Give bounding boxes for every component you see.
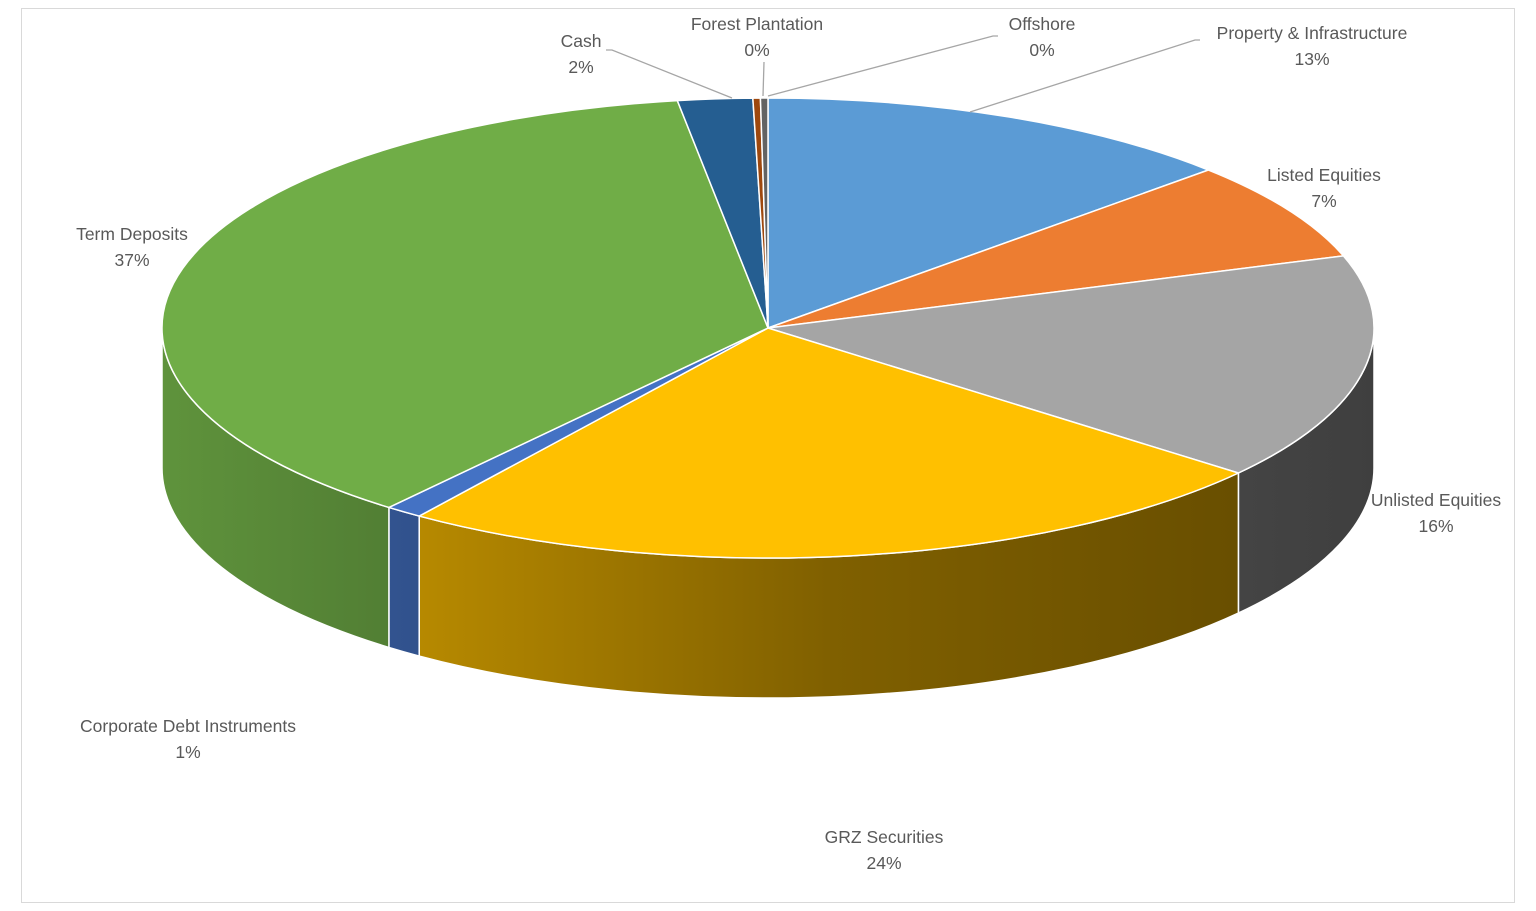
pie-slice-offshore (759, 97, 769, 329)
data-label-property-and-infrastructure: Property & Infrastructure 13% (1217, 20, 1408, 72)
data-label-value: 2% (568, 57, 594, 77)
pie-side-corporate-debt-instruments (388, 506, 420, 658)
data-label-value: 1% (175, 742, 201, 762)
data-label-name: GRZ Securities (824, 827, 944, 847)
data-label-name: Property & Infrastructure (1216, 23, 1408, 43)
pie-slice-term-deposits (161, 99, 769, 509)
data-label-term-deposits: Term Deposits 37% (76, 221, 188, 273)
pie-slice-listed-equities (767, 169, 1345, 329)
data-label-unlisted-equities: Unlisted Equities 16% (1371, 487, 1501, 539)
data-label-value: 16% (1418, 516, 1454, 536)
data-label-value: 0% (1029, 40, 1055, 60)
leader-lines (606, 35, 1200, 113)
leader-line-offshore (767, 35, 998, 97)
leader-line-property-and-infrastructure (969, 39, 1200, 113)
data-label-grz-securities: GRZ Securities 24% (825, 824, 944, 876)
data-label-name: Offshore (1008, 14, 1076, 34)
data-label-name: Term Deposits (76, 224, 188, 244)
data-label-forest-plantation: Forest Plantation 0% (691, 11, 823, 63)
pie-top-faces (161, 97, 1375, 559)
pie-side-walls (161, 327, 1375, 699)
data-label-offshore: Offshore 0% (1009, 11, 1076, 63)
pie-slice-unlisted-equities (767, 255, 1375, 474)
pie-slice-grz-securities (418, 327, 1240, 559)
data-label-value: 24% (866, 853, 902, 873)
data-label-name: Forest Plantation (690, 14, 824, 34)
data-label-cash: Cash 2% (561, 28, 602, 80)
leader-line-cash (606, 49, 733, 99)
data-label-value: 13% (1294, 49, 1330, 69)
data-label-name: Cash (560, 31, 602, 51)
data-label-value: 37% (114, 250, 150, 270)
data-label-listed-equities: Listed Equities 7% (1267, 162, 1381, 214)
pie-slice-property-and-infrastructure (767, 97, 1210, 329)
data-label-name: Corporate Debt Instruments (80, 716, 296, 736)
data-label-name: Unlisted Equities (1370, 490, 1502, 510)
data-label-value: 0% (744, 40, 770, 60)
leader-line-forest-plantation (762, 61, 765, 97)
data-label-value: 7% (1311, 191, 1337, 211)
data-label-name: Listed Equities (1267, 165, 1381, 185)
data-label-corporate-debt-instruments: Corporate Debt Instruments 1% (80, 713, 296, 765)
